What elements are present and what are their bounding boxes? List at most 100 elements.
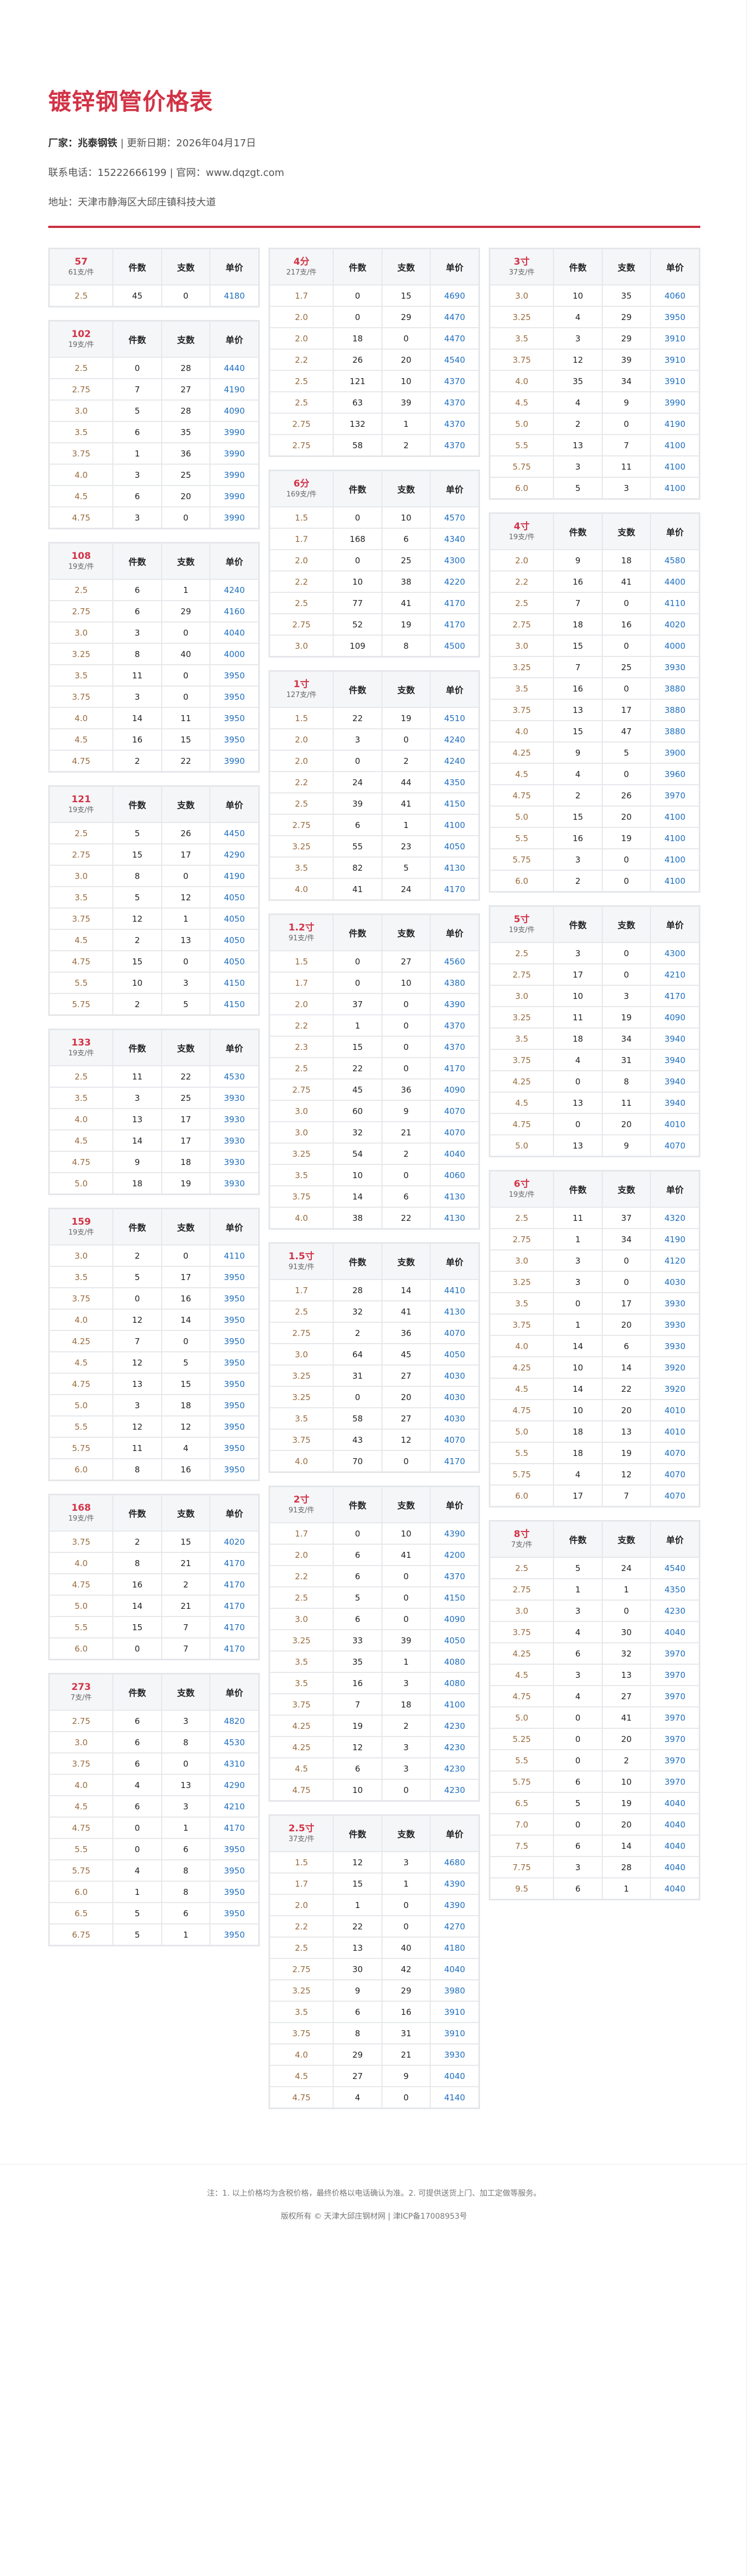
thickness-cell: 5.0 xyxy=(490,807,553,827)
pieces-cell: 13 xyxy=(554,1135,602,1156)
pieces-cell: 4 xyxy=(334,2087,381,2107)
sticks-cell: 28 xyxy=(602,1857,650,1877)
thickness-cell: 3.5 xyxy=(50,422,113,442)
table-header-row: 159 19支/件 件数 支数 单价 xyxy=(50,1209,258,1244)
price-cell: 4080 xyxy=(431,1673,478,1693)
thickness-cell: 3.25 xyxy=(270,1366,333,1386)
table-row: 3.75 12 1 4050 xyxy=(50,909,258,929)
price-cell: 4100 xyxy=(651,478,699,498)
price-cell: 4010 xyxy=(651,1400,699,1420)
column-header-pieces: 件数 xyxy=(334,1244,381,1279)
column-header-price: 单价 xyxy=(651,1172,699,1207)
thickness-cell: 3.0 xyxy=(490,285,553,306)
price-cell: 3930 xyxy=(210,1152,258,1172)
thickness-cell: 4.0 xyxy=(490,371,553,391)
table-row: 7.75 3 28 4040 xyxy=(490,1857,699,1877)
pieces-cell: 2 xyxy=(113,1246,161,1266)
thickness-cell: 6.0 xyxy=(490,478,553,498)
pieces-cell: 41 xyxy=(334,879,381,899)
column-header-sticks: 支数 xyxy=(602,514,650,549)
thickness-cell: 4.75 xyxy=(50,1374,113,1394)
sticks-cell: 15 xyxy=(162,1374,210,1394)
pieces-cell: 14 xyxy=(334,1186,381,1207)
pieces-cell: 10 xyxy=(113,973,161,993)
table-row: 5.0 18 13 4010 xyxy=(490,1421,699,1442)
table-header-row: 108 19支/件 件数 支数 单价 xyxy=(50,544,258,579)
sticks-cell: 0 xyxy=(382,1058,430,1078)
table-row: 2.0 3 0 4240 xyxy=(270,729,478,750)
price-table: 108 19支/件 件数 支数 单价 2.5 6 1 4240 2.75 6 29 4160 3.0 3 0 4… xyxy=(48,542,260,773)
sticks-cell: 26 xyxy=(162,823,210,843)
sticks-cell: 3 xyxy=(382,1758,430,1779)
thickness-cell: 2.75 xyxy=(270,414,333,434)
column-header-pieces: 件数 xyxy=(334,672,381,707)
table-row: 4.0 13 17 3930 xyxy=(50,1109,258,1129)
pieces-cell: 0 xyxy=(554,1814,602,1835)
pieces-cell: 3 xyxy=(334,729,381,750)
sticks-cell: 41 xyxy=(382,1545,430,1565)
pieces-cell: 5 xyxy=(113,1924,161,1945)
sticks-cell: 18 xyxy=(162,1395,210,1415)
spec-header: 4分 217支/件 xyxy=(270,249,333,284)
column-header-pieces: 件数 xyxy=(554,514,602,549)
sticks-cell: 6 xyxy=(162,1839,210,1859)
thickness-cell: 5.5 xyxy=(490,1750,553,1770)
pieces-cell: 6 xyxy=(334,815,381,835)
price-cell: 4150 xyxy=(431,793,478,814)
column-header-price: 单价 xyxy=(210,1675,258,1710)
spec-header: 2寸 91支/件 xyxy=(270,1487,333,1522)
price-table: 133 19支/件 件数 支数 单价 2.5 11 22 4530 3.5 3 25 3930 4.0 13… xyxy=(48,1029,260,1195)
price-cell: 4130 xyxy=(431,1301,478,1322)
pieces-cell: 3 xyxy=(554,943,602,963)
thickness-cell: 4.5 xyxy=(490,1665,553,1685)
thickness-cell: 4.5 xyxy=(490,1093,553,1113)
thickness-cell: 3.75 xyxy=(50,909,113,929)
price-cell: 4180 xyxy=(210,285,258,306)
pieces-cell: 6 xyxy=(113,422,161,442)
sticks-cell: 41 xyxy=(382,793,430,814)
pieces-cell: 70 xyxy=(334,1451,381,1471)
price-cell: 4380 xyxy=(431,973,478,993)
table-row: 4.75 0 1 4170 xyxy=(50,1818,258,1838)
pieces-cell: 63 xyxy=(334,392,381,413)
price-cell: 4100 xyxy=(431,1694,478,1715)
table-header-row: 5寸 19支/件 件数 支数 单价 xyxy=(490,907,699,942)
table-row: 2.5 32 41 4130 xyxy=(270,1301,478,1322)
sticks-cell: 5 xyxy=(382,858,430,878)
pieces-cell: 0 xyxy=(554,1293,602,1313)
pieces-cell: 11 xyxy=(113,1438,161,1458)
price-table: 1.5寸 91支/件 件数 支数 单价 1.7 28 14 4410 2.5 32 41 4130 2.7… xyxy=(269,1242,480,1473)
pieces-cell: 3 xyxy=(113,1395,161,1415)
table-row: 5.75 3 11 4100 xyxy=(490,456,699,477)
thickness-cell: 3.0 xyxy=(490,1250,553,1271)
column-header-price: 单价 xyxy=(431,915,478,950)
spec-name: 159 xyxy=(71,1216,91,1227)
thickness-cell: 3.0 xyxy=(50,866,113,886)
pieces-cell: 6 xyxy=(113,580,161,600)
price-cell: 4110 xyxy=(210,1246,258,1266)
thickness-cell: 4.5 xyxy=(50,1130,113,1151)
spec-name: 6分 xyxy=(293,478,310,489)
table-row: 4.75 0 20 4010 xyxy=(490,1114,699,1134)
price-cell: 4680 xyxy=(431,1852,478,1872)
sticks-cell: 26 xyxy=(602,785,650,806)
price-cell: 4170 xyxy=(431,614,478,635)
price-cell: 3910 xyxy=(651,328,699,349)
pieces-per-bundle: 37支/件 xyxy=(509,269,535,277)
thickness-cell: 2.5 xyxy=(490,1558,553,1578)
thickness-cell: 3.25 xyxy=(490,1007,553,1027)
table-row: 4.25 7 0 3950 xyxy=(50,1331,258,1351)
table-row: 3.0 64 45 4050 xyxy=(270,1344,478,1364)
sticks-cell: 25 xyxy=(602,657,650,677)
column-header-sticks: 支数 xyxy=(602,249,650,284)
price-cell: 4560 xyxy=(431,951,478,972)
sticks-cell: 19 xyxy=(382,614,430,635)
sticks-cell: 5 xyxy=(162,994,210,1014)
maker-label: 厂家： xyxy=(48,138,78,149)
table-header-row: 3寸 37支/件 件数 支数 单价 xyxy=(490,249,699,284)
price-cell: 4170 xyxy=(651,986,699,1006)
pieces-cell: 33 xyxy=(334,1630,381,1650)
price-cell: 4100 xyxy=(651,435,699,455)
spec-name: 168 xyxy=(71,1503,91,1513)
pieces-per-bundle: 19支/件 xyxy=(509,926,535,934)
